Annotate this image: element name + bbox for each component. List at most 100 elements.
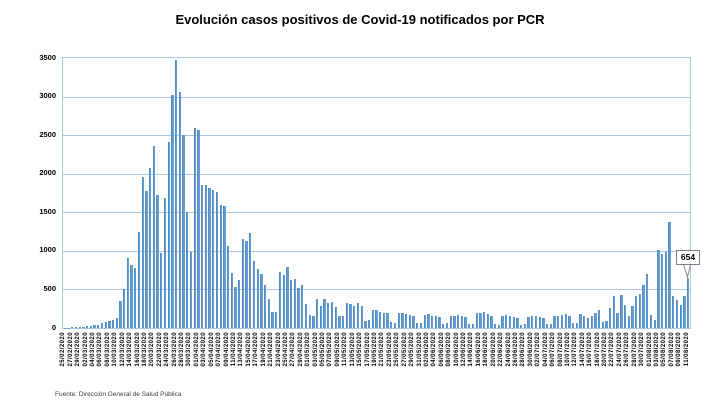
bar: [241, 238, 245, 328]
x-tick-label: 06/07/2020: [550, 332, 557, 367]
x-tick-label: 18/03/2020: [141, 332, 148, 367]
bar: [360, 306, 363, 328]
bar: [627, 316, 630, 328]
x-tick-label: 08/06/2020: [446, 332, 453, 367]
x-tick-label: 25/04/2020: [282, 332, 289, 367]
bar: [345, 302, 348, 328]
x-tick-label: 21/05/2020: [379, 332, 386, 367]
grid-line: [63, 289, 690, 291]
bar: [508, 316, 512, 328]
bar: [215, 192, 219, 328]
bar: [186, 211, 189, 328]
bar: [542, 317, 545, 328]
x-tick-label: 03/04/2020: [201, 332, 208, 367]
x-tick-label: 10/07/2020: [564, 332, 571, 367]
bar: [249, 233, 252, 328]
bar: [371, 309, 374, 328]
x-tick-label: 15/05/2020: [357, 332, 364, 367]
bar: [267, 299, 271, 328]
x-tick-label: 04/06/2020: [431, 332, 438, 367]
bar: [423, 314, 426, 328]
x-tick-label: 02/06/2020: [423, 332, 430, 367]
bar: [597, 310, 601, 328]
bar: [234, 287, 237, 328]
x-tick-label: 06/03/2020: [97, 332, 104, 367]
x-tick-label: 05/04/2020: [208, 332, 215, 367]
x-tick-label: 14/07/2020: [579, 332, 586, 367]
x-tick-label: 29/05/2020: [409, 332, 416, 367]
x-tick-label: 27/04/2020: [290, 332, 297, 367]
bar: [538, 317, 541, 328]
x-tick-label: 13/04/2020: [238, 332, 245, 367]
plot-area: [62, 57, 691, 329]
x-tick-label: 24/03/2020: [164, 332, 171, 367]
y-tick-label: 1000: [39, 245, 56, 255]
bar: [464, 317, 467, 328]
x-tick-label: 27/05/2020: [401, 332, 408, 367]
x-tick-label: 17/04/2020: [253, 332, 260, 367]
x-tick-label: 03/05/2020: [312, 332, 319, 367]
bar: [453, 315, 456, 328]
bar: [149, 168, 152, 328]
y-tick-label: 2500: [39, 129, 56, 139]
x-tick-label: 18/06/2020: [483, 332, 490, 367]
bar: [486, 314, 489, 328]
bar: [553, 316, 556, 328]
bar: [219, 205, 222, 328]
data-label-callout: 654: [676, 250, 700, 265]
x-tick-label: 07/08/2020: [668, 332, 675, 367]
bar: [89, 325, 92, 328]
bar: [226, 246, 230, 328]
bar: [390, 321, 393, 328]
bar: [319, 305, 322, 328]
x-tick-label: 22/03/2020: [156, 332, 163, 367]
x-tick-label: 01/08/2020: [646, 332, 653, 367]
bar: [108, 320, 111, 328]
bar: [334, 307, 337, 328]
bar: [341, 315, 345, 328]
x-tick-label: 05/05/2020: [320, 332, 327, 367]
y-tick-label: 3500: [39, 52, 56, 62]
bar: [583, 316, 586, 328]
x-tick-label: 22/06/2020: [498, 332, 505, 367]
bar: [271, 312, 274, 328]
x-tick-label: 28/03/2020: [179, 332, 186, 367]
bar: [408, 314, 412, 328]
bar: [145, 191, 148, 328]
x-tick-label: 20/07/2020: [602, 332, 609, 367]
bar: [286, 267, 289, 328]
bar: [612, 295, 616, 328]
bar: [664, 251, 668, 328]
x-tick-label: 05/08/2020: [661, 332, 668, 367]
bar: [330, 302, 334, 328]
x-tick-label: 20/06/2020: [490, 332, 497, 367]
bar: [419, 323, 423, 328]
bar: [568, 315, 571, 328]
bar: [297, 287, 300, 328]
bar: [646, 274, 649, 328]
bar: [579, 314, 582, 328]
grid-line: [63, 173, 690, 175]
bar: [223, 206, 226, 328]
bar: [549, 323, 552, 328]
bar: [405, 314, 408, 328]
bar: [534, 315, 538, 328]
x-tick-label: 06/06/2020: [438, 332, 445, 367]
bar: [475, 313, 478, 328]
bar: [204, 185, 207, 328]
x-tick-label: 22/07/2020: [609, 332, 616, 367]
x-tick-label: 12/03/2020: [119, 332, 126, 367]
bar: [349, 304, 352, 328]
x-tick-label: 16/07/2020: [587, 332, 594, 367]
bar: [401, 313, 404, 328]
source-note: Fuente: Dirección General de Salud Públi…: [55, 391, 182, 398]
bar: [245, 241, 248, 328]
bar: [575, 323, 578, 328]
bar: [527, 317, 530, 328]
x-tick-label: 26/06/2020: [512, 332, 519, 367]
x-tick-label: 26/07/2020: [624, 332, 631, 367]
bar: [494, 324, 497, 328]
grid-line: [63, 96, 690, 98]
bar: [638, 293, 642, 328]
bar: [490, 315, 493, 328]
